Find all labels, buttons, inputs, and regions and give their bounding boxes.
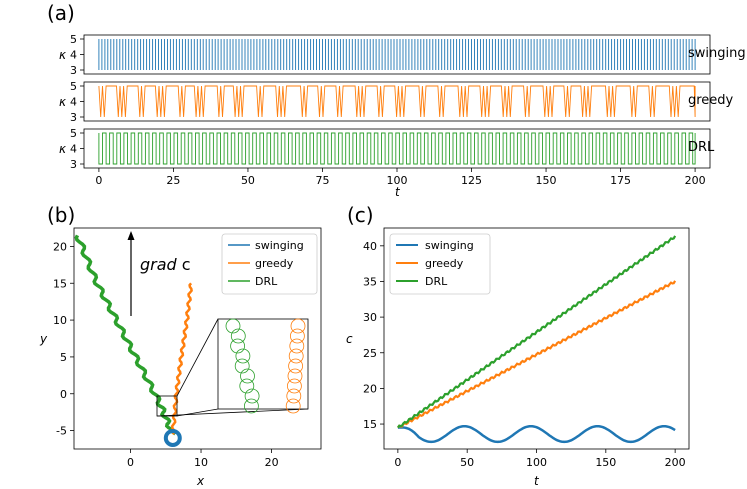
legend-b-swinging: swinging [255, 239, 304, 252]
b-xtick-label: 10 [194, 456, 208, 469]
c-ytick-label: 30 [363, 311, 377, 324]
panel-c: swinging greedy DRL 15 20 25 30 35 40 0 50 100 1… [346, 228, 689, 488]
c-xtick-label: 0 [394, 456, 401, 469]
a-ytick-label: 3 [70, 158, 77, 171]
a-y-axis-label-3: κ [59, 142, 67, 156]
legend-c-swinging: swinging [425, 239, 474, 252]
c-ytick-label: 40 [363, 240, 377, 253]
a-ytick-label: 5 [70, 33, 77, 46]
a-ytick-label: 5 [70, 80, 77, 93]
c-xtick-label: 100 [526, 456, 547, 469]
b-ytick-label: 20 [53, 240, 67, 253]
a-y-axis-label-1: κ [59, 48, 67, 62]
b-ytick-label: -5 [56, 425, 67, 438]
a-xtick-label: 0 [95, 174, 102, 187]
b-y-ticks: -5 0 5 10 15 20 [53, 240, 74, 437]
legend-c-DRL: DRL [425, 275, 448, 288]
figure: (a) (b) (c) swinging greedy DRL 3 4 5 3 4 5 3 4… [0, 0, 747, 489]
a-xtick-label: 150 [536, 174, 557, 187]
series-label-DRL: DRL [688, 140, 715, 155]
a-ytick-label: 3 [70, 64, 77, 77]
c-y-axis-label: c [346, 332, 353, 346]
a-xtick-label: 50 [241, 174, 255, 187]
b-ytick-label: 10 [53, 314, 67, 327]
b-xtick-label: 20 [265, 456, 279, 469]
a-x-axis-label: t [395, 185, 401, 199]
line-swinging [99, 39, 695, 70]
legend-b: swinging greedy DRL [222, 234, 317, 294]
a-ytick-label: 3 [70, 111, 77, 124]
c-xtick-label: 200 [665, 456, 686, 469]
zoom-connector-bottom-right [157, 409, 308, 416]
c-xtick-label: 50 [460, 456, 474, 469]
a-xtick-label: 125 [461, 174, 482, 187]
line-greedy [99, 86, 695, 117]
trace-DRL [99, 133, 695, 164]
series-label-greedy: greedy [688, 93, 734, 108]
c-x-ticks: 0 50 100 150 200 [394, 449, 685, 469]
a-xtick-label: 25 [166, 174, 180, 187]
legend-c: swinging greedy DRL [390, 234, 490, 294]
a-y-axis-label-2: κ [59, 95, 67, 109]
b-x-axis-label: x [196, 474, 205, 488]
panel-label-a: (a) [47, 1, 75, 25]
b-ytick-label: 0 [60, 388, 67, 401]
b-x-ticks: 0 10 20 [127, 449, 279, 469]
a-xtick-label: 200 [685, 174, 706, 187]
c-ytick-label: 20 [363, 382, 377, 395]
trace-greedy [99, 86, 695, 117]
b-ytick-label: 5 [60, 351, 67, 364]
panel-b: grad c swinging greedy DRL -5 0 5 10 15 20 0 1… [39, 228, 321, 488]
panel-label-c: (c) [347, 203, 374, 227]
legend-c-greedy: greedy [425, 257, 464, 270]
panel-label-b: (b) [47, 203, 75, 227]
c-ytick-label: 35 [363, 275, 377, 288]
c-y-ticks: 15 20 25 30 35 40 [363, 240, 384, 431]
a-x-ticks: 0 25 50 75 100 125 150 175 200 [95, 168, 705, 187]
a-ytick-label: 4 [70, 96, 77, 109]
trace-swinging [99, 39, 695, 70]
c-ytick-label: 25 [363, 347, 377, 360]
legend-b-DRL: DRL [255, 275, 278, 288]
a-xtick-label: 75 [315, 174, 329, 187]
b-xtick-label: 0 [127, 456, 134, 469]
c-line-swinging [398, 426, 675, 442]
a-xtick-label: 175 [610, 174, 631, 187]
c-line-greedy [398, 281, 675, 428]
panel-a: swinging greedy DRL 3 4 5 3 4 5 3 4 5 0 25 50 75 100… [59, 33, 746, 199]
series-label-swinging: swinging [688, 46, 746, 61]
a-ytick-label: 4 [70, 143, 77, 156]
gradient-arrow-head [128, 231, 135, 240]
c-xtick-label: 150 [595, 456, 616, 469]
a-ytick-label: 4 [70, 49, 77, 62]
b-line-greedy [172, 283, 191, 434]
line-DRL [99, 133, 695, 164]
gradient-annotation: grad c [140, 255, 191, 274]
c-x-axis-label: t [534, 474, 540, 488]
a-y-ticks: 3 4 5 3 4 5 3 4 5 [70, 33, 84, 171]
b-y-axis-label: y [39, 332, 48, 346]
a-ytick-label: 5 [70, 127, 77, 140]
c-ytick-label: 15 [363, 418, 377, 431]
b-ytick-label: 15 [53, 277, 67, 290]
legend-b-greedy: greedy [255, 257, 294, 270]
